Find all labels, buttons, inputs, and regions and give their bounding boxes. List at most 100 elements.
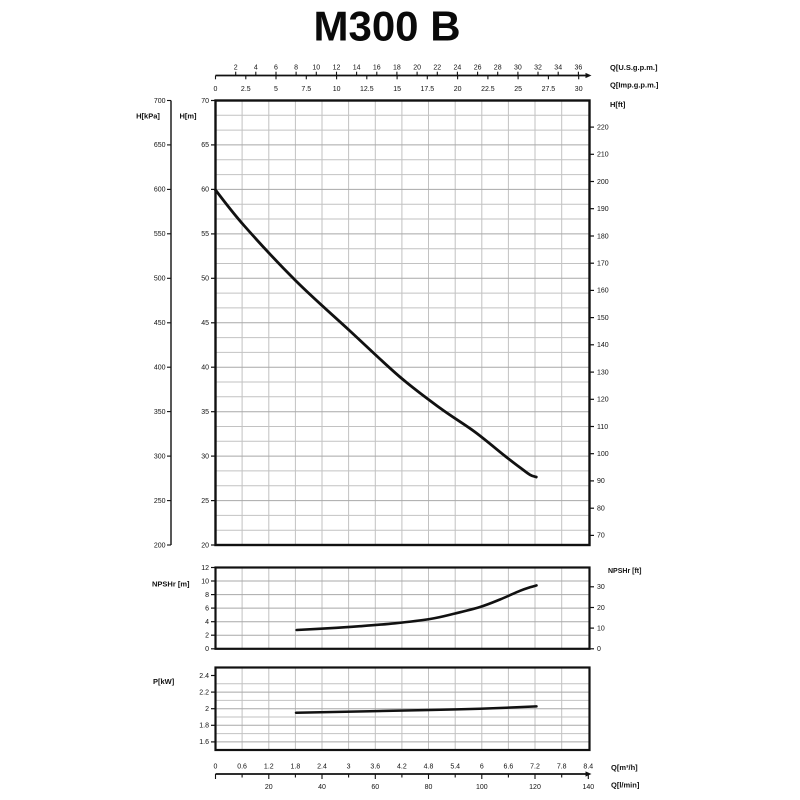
svg-text:NPSHr [ft]: NPSHr [ft] bbox=[608, 568, 641, 575]
svg-text:0: 0 bbox=[597, 646, 601, 653]
svg-text:500: 500 bbox=[154, 276, 166, 283]
svg-text:110: 110 bbox=[597, 424, 608, 431]
svg-text:55: 55 bbox=[201, 231, 209, 238]
svg-text:600: 600 bbox=[154, 187, 166, 194]
svg-text:160: 160 bbox=[597, 288, 609, 295]
svg-text:32: 32 bbox=[534, 65, 542, 72]
svg-text:40: 40 bbox=[201, 365, 209, 372]
svg-text:120: 120 bbox=[529, 784, 541, 791]
svg-text:35: 35 bbox=[201, 409, 209, 416]
svg-text:90: 90 bbox=[597, 478, 605, 485]
svg-text:2: 2 bbox=[205, 706, 209, 713]
svg-text:80: 80 bbox=[597, 506, 605, 513]
svg-text:0: 0 bbox=[214, 764, 218, 771]
svg-text:15: 15 bbox=[393, 86, 401, 93]
svg-text:26: 26 bbox=[474, 65, 482, 72]
svg-text:100: 100 bbox=[476, 784, 488, 791]
svg-text:180: 180 bbox=[597, 233, 609, 240]
svg-text:6: 6 bbox=[205, 605, 209, 612]
svg-text:120: 120 bbox=[597, 397, 609, 404]
svg-text:Q[Imp.g.p.m.]: Q[Imp.g.p.m.] bbox=[610, 81, 659, 90]
svg-text:1.8: 1.8 bbox=[199, 723, 209, 730]
svg-text:7.5: 7.5 bbox=[301, 86, 311, 93]
svg-text:650: 650 bbox=[154, 142, 166, 149]
svg-text:400: 400 bbox=[154, 365, 166, 372]
svg-text:30: 30 bbox=[597, 584, 605, 591]
svg-text:12: 12 bbox=[201, 565, 209, 572]
svg-text:H[m]: H[m] bbox=[179, 112, 197, 121]
svg-text:70: 70 bbox=[201, 98, 209, 105]
svg-text:220: 220 bbox=[597, 124, 609, 131]
svg-text:20: 20 bbox=[413, 65, 421, 72]
svg-text:210: 210 bbox=[597, 152, 609, 159]
svg-text:24: 24 bbox=[454, 65, 462, 72]
svg-text:22: 22 bbox=[433, 65, 441, 72]
svg-text:12: 12 bbox=[333, 65, 341, 72]
svg-text:350: 350 bbox=[154, 409, 166, 416]
svg-text:NPSHr [m]: NPSHr [m] bbox=[152, 580, 190, 589]
svg-text:8: 8 bbox=[205, 592, 209, 599]
svg-text:10: 10 bbox=[333, 86, 341, 93]
svg-text:20: 20 bbox=[597, 605, 605, 612]
svg-text:6: 6 bbox=[480, 764, 484, 771]
svg-text:20: 20 bbox=[201, 542, 209, 549]
svg-text:28: 28 bbox=[494, 65, 502, 72]
svg-text:34: 34 bbox=[554, 65, 562, 72]
svg-text:30: 30 bbox=[201, 453, 209, 460]
svg-text:18: 18 bbox=[393, 65, 401, 72]
svg-text:60: 60 bbox=[201, 187, 209, 194]
svg-text:2.5: 2.5 bbox=[241, 86, 251, 93]
svg-text:7.2: 7.2 bbox=[530, 764, 540, 771]
svg-text:20: 20 bbox=[265, 784, 273, 791]
svg-text:10: 10 bbox=[312, 65, 320, 72]
svg-text:45: 45 bbox=[201, 320, 209, 327]
svg-text:2.4: 2.4 bbox=[317, 764, 327, 771]
svg-text:8.4: 8.4 bbox=[583, 764, 593, 771]
svg-text:80: 80 bbox=[425, 784, 433, 791]
svg-text:22.5: 22.5 bbox=[481, 86, 495, 93]
svg-text:1.8: 1.8 bbox=[291, 764, 301, 771]
svg-text:50: 50 bbox=[201, 276, 209, 283]
svg-text:300: 300 bbox=[154, 453, 166, 460]
svg-text:H[kPa]: H[kPa] bbox=[136, 112, 160, 121]
svg-text:30: 30 bbox=[514, 65, 522, 72]
svg-text:Q[l/min]: Q[l/min] bbox=[611, 781, 640, 790]
svg-text:150: 150 bbox=[597, 315, 609, 322]
svg-text:1.2: 1.2 bbox=[264, 764, 274, 771]
svg-text:25: 25 bbox=[201, 498, 209, 505]
svg-text:Q[U.S.g.p.m.]: Q[U.S.g.p.m.] bbox=[610, 63, 658, 72]
svg-text:450: 450 bbox=[154, 320, 166, 327]
svg-text:36: 36 bbox=[575, 65, 583, 72]
svg-text:200: 200 bbox=[597, 179, 609, 186]
svg-text:3: 3 bbox=[347, 764, 351, 771]
svg-text:30: 30 bbox=[575, 86, 583, 93]
svg-text:4: 4 bbox=[254, 65, 258, 72]
svg-text:2: 2 bbox=[234, 65, 238, 72]
svg-text:4: 4 bbox=[205, 619, 209, 626]
svg-text:27.5: 27.5 bbox=[542, 86, 556, 93]
svg-text:M300 B: M300 B bbox=[313, 3, 460, 50]
svg-text:3.6: 3.6 bbox=[370, 764, 380, 771]
svg-text:6: 6 bbox=[274, 65, 278, 72]
svg-text:14: 14 bbox=[353, 65, 361, 72]
svg-text:20: 20 bbox=[454, 86, 462, 93]
svg-text:5.4: 5.4 bbox=[450, 764, 460, 771]
svg-text:8: 8 bbox=[294, 65, 298, 72]
svg-text:2.2: 2.2 bbox=[199, 689, 209, 696]
svg-text:140: 140 bbox=[582, 784, 594, 791]
svg-text:40: 40 bbox=[318, 784, 326, 791]
svg-text:2: 2 bbox=[205, 633, 209, 640]
svg-text:65: 65 bbox=[201, 142, 209, 149]
svg-text:200: 200 bbox=[154, 542, 166, 549]
svg-text:2.4: 2.4 bbox=[199, 673, 209, 680]
svg-text:16: 16 bbox=[373, 65, 381, 72]
svg-text:6.6: 6.6 bbox=[504, 764, 514, 771]
svg-text:25: 25 bbox=[514, 86, 522, 93]
svg-text:170: 170 bbox=[597, 261, 609, 268]
svg-text:H[ft]: H[ft] bbox=[610, 100, 626, 109]
svg-text:7.8: 7.8 bbox=[557, 764, 567, 771]
svg-text:130: 130 bbox=[597, 369, 609, 376]
svg-text:17.5: 17.5 bbox=[420, 86, 434, 93]
svg-text:250: 250 bbox=[154, 498, 166, 505]
svg-text:12.5: 12.5 bbox=[360, 86, 374, 93]
